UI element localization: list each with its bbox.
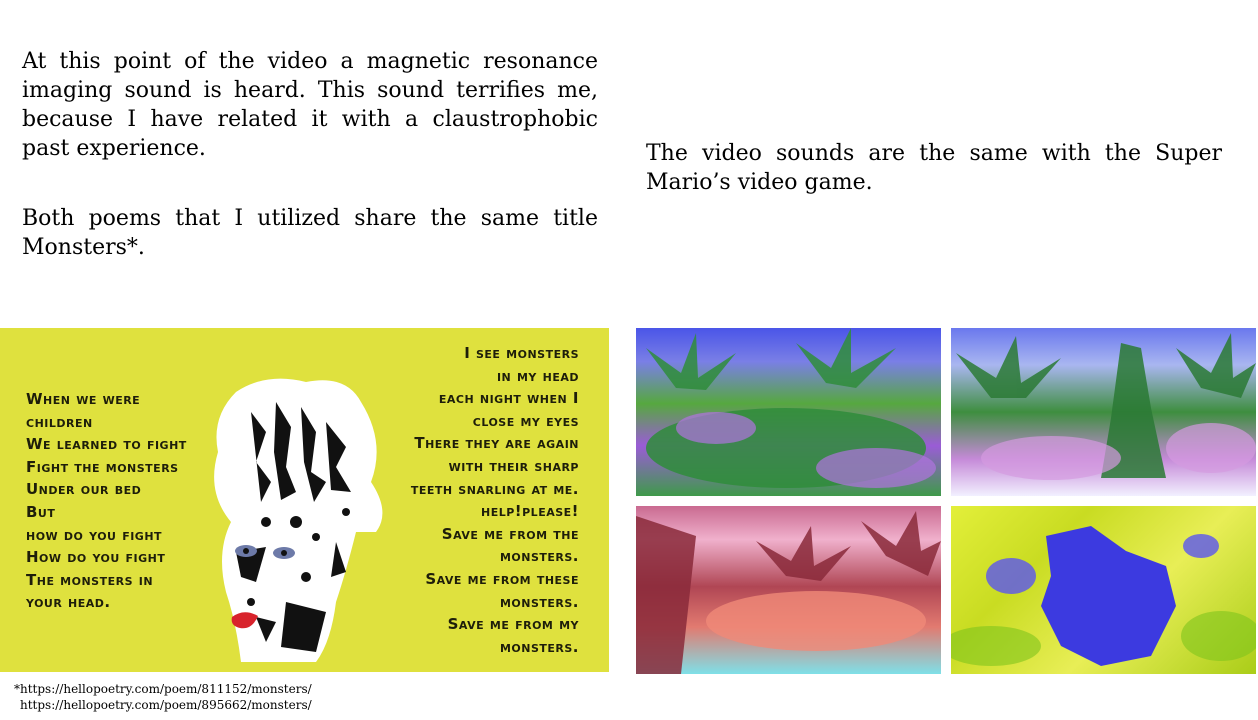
reference-1[interactable]: *https://hellopoetry.com/poem/811152/mon…: [14, 682, 312, 696]
poem-line: teeth snarling at me.: [410, 479, 579, 498]
poem-line: There they are again: [414, 434, 579, 453]
poem-line: Save me from these: [425, 569, 579, 588]
poem-line: help!please!: [480, 502, 579, 521]
poem-line: your head.: [26, 593, 111, 612]
poem-line: But: [26, 502, 56, 521]
poem-line: Save me from my: [447, 615, 579, 634]
palm-forest-still-3: [636, 506, 941, 674]
poem-left-column: When we were children We learned to fight F…: [26, 388, 187, 614]
mri-paragraph: At this point of the video a magnetic re…: [22, 49, 598, 161]
poem-line: monsters.: [499, 592, 579, 611]
poem-line: Fight the monsters: [26, 457, 179, 476]
poem-line: close my eyes: [472, 411, 579, 430]
mario-paragraph: The video sounds are the same with the S…: [646, 141, 1222, 195]
poem-line: with their sharp: [448, 456, 579, 475]
poem-line: I see monsters: [464, 344, 579, 362]
poem-line: We learned to fight: [26, 435, 187, 454]
poem-line: When we were: [26, 390, 141, 408]
palm-forest-still-1: [636, 328, 941, 496]
references: *https://hellopoetry.com/poem/811152/mon…: [14, 681, 312, 713]
palm-forest-still-4: [951, 506, 1256, 674]
poem-line: each night when I: [438, 389, 579, 408]
reference-2[interactable]: https://hellopoetry.com/poem/895662/mons…: [20, 698, 312, 712]
poem-line: Under our bed: [26, 480, 142, 499]
poems-paragraph: Both poems that I utilized share the sam…: [22, 206, 598, 260]
poem-right-column: I see monsters in my head each night when …: [411, 342, 579, 658]
palm-forest-still-2: [951, 328, 1256, 496]
poem-line: monsters.: [499, 637, 579, 656]
poem-line: The monsters in: [26, 570, 154, 589]
poem-line: How do you fight: [26, 548, 166, 567]
monster-face-illustration: [214, 378, 383, 662]
poem-image: When we were children We learned to fight F…: [0, 328, 609, 672]
poem-line: how do you fight: [26, 525, 163, 544]
poem-line: children: [26, 412, 93, 431]
poem-line: in my head: [496, 366, 579, 385]
poem-line: monsters.: [499, 547, 579, 566]
poem-line: Save me from the: [441, 524, 579, 543]
